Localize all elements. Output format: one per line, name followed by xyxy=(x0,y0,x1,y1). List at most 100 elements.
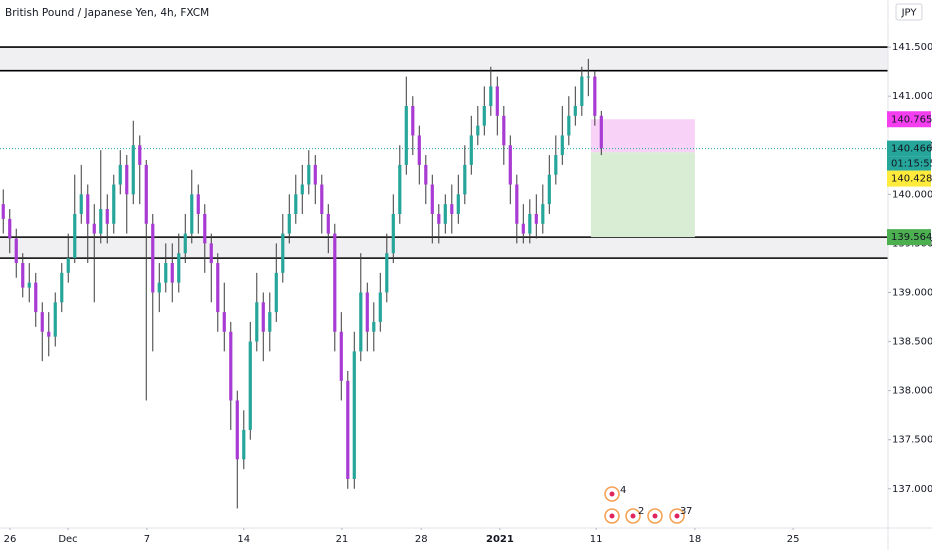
candle-body xyxy=(125,164,129,195)
candle-body xyxy=(430,184,434,214)
candle-body xyxy=(313,164,317,185)
candle-body xyxy=(281,233,285,273)
candle-body xyxy=(534,213,538,224)
price-label: 140.765 xyxy=(891,114,932,125)
zone xyxy=(0,237,888,259)
candle-body xyxy=(580,76,584,106)
candle-body xyxy=(170,263,174,283)
candle-body xyxy=(112,184,116,224)
candle-body xyxy=(437,213,441,224)
candle-body xyxy=(157,282,161,293)
y-tick-label: 137.000 xyxy=(892,484,932,495)
candle-body xyxy=(567,115,571,136)
y-tick-label: 140.000 xyxy=(892,189,932,200)
candle-body xyxy=(443,204,447,224)
currency-label[interactable]: JPY xyxy=(901,8,918,19)
candle-body xyxy=(203,213,207,244)
price-label: 140.428 xyxy=(891,174,932,185)
candle-body xyxy=(79,194,83,214)
candle-body xyxy=(547,174,551,205)
candle-body xyxy=(417,135,421,165)
candle-body xyxy=(385,253,389,293)
candle-body xyxy=(482,106,486,126)
candle-body xyxy=(268,312,272,332)
candle-body xyxy=(235,400,239,460)
candle-body xyxy=(573,106,577,116)
price-label-box xyxy=(887,229,931,246)
candle-body xyxy=(541,204,545,224)
event-dot xyxy=(609,513,615,519)
x-tick-label: 26 xyxy=(4,534,17,545)
candle-body xyxy=(14,238,18,264)
x-tick-label: 2021 xyxy=(486,534,514,545)
x-tick-label: 28 xyxy=(415,534,428,545)
candle-body xyxy=(47,331,51,337)
candle-body xyxy=(307,164,311,185)
currency-button[interactable] xyxy=(895,3,923,21)
event-count: 7 xyxy=(686,506,692,517)
candle-body xyxy=(248,341,252,430)
candle-body xyxy=(53,302,57,337)
candle-body xyxy=(560,135,564,156)
candle-body xyxy=(99,209,103,234)
candle-body xyxy=(528,213,532,234)
candle-body xyxy=(495,86,499,116)
candle-body xyxy=(255,302,259,342)
countdown: 01:15:55 xyxy=(891,159,932,170)
candle-body xyxy=(216,263,220,313)
candle-body xyxy=(365,292,369,332)
x-tick-label: 11 xyxy=(590,534,603,545)
candle-body xyxy=(196,194,200,214)
candle-body xyxy=(274,272,278,313)
event-dot xyxy=(630,513,636,519)
candle-body xyxy=(593,76,597,116)
candle-body xyxy=(599,115,603,149)
candle-body xyxy=(222,312,226,332)
event-count: 2 xyxy=(638,506,644,517)
candle-body xyxy=(183,233,187,254)
y-tick-label: 138.000 xyxy=(892,386,932,397)
event-dot xyxy=(652,513,658,519)
candle-body xyxy=(21,263,25,288)
x-tick-label: 14 xyxy=(237,534,250,545)
x-tick-label: Dec xyxy=(58,534,77,545)
candle-body xyxy=(190,194,194,234)
x-tick-label: 7 xyxy=(144,534,150,545)
event-count: 3 xyxy=(680,506,686,517)
price-label-box xyxy=(887,111,931,128)
candle-body xyxy=(300,184,304,195)
candle-body xyxy=(8,218,12,239)
candle-body xyxy=(554,155,558,175)
event-count: 4 xyxy=(620,485,626,496)
candle-body xyxy=(66,258,70,273)
candle-body xyxy=(359,292,363,352)
candle-body xyxy=(586,76,590,78)
candle-body xyxy=(86,194,90,224)
candle-body xyxy=(34,282,38,313)
price-label-box xyxy=(887,170,931,187)
candle-body xyxy=(138,145,142,165)
candle-body xyxy=(456,194,460,214)
candle-body xyxy=(151,223,155,293)
candle-body xyxy=(339,331,343,381)
candle-body xyxy=(105,209,109,224)
candle-body xyxy=(287,213,291,234)
target-zone xyxy=(590,152,695,238)
candle-body xyxy=(352,351,356,479)
price-label: 139.564 xyxy=(891,232,932,243)
candle-body xyxy=(131,145,135,195)
candle-body xyxy=(463,164,467,195)
candle-body xyxy=(60,272,64,303)
candle-body xyxy=(333,233,337,332)
candle-body xyxy=(398,164,402,214)
candle-body xyxy=(391,213,395,254)
price-label: 140.466 xyxy=(891,144,932,155)
candle-body xyxy=(1,204,5,219)
candle-body xyxy=(40,312,44,332)
candle-body xyxy=(469,135,473,165)
candle-body xyxy=(372,321,376,332)
candle-body xyxy=(242,429,246,460)
candle-body xyxy=(378,292,382,322)
